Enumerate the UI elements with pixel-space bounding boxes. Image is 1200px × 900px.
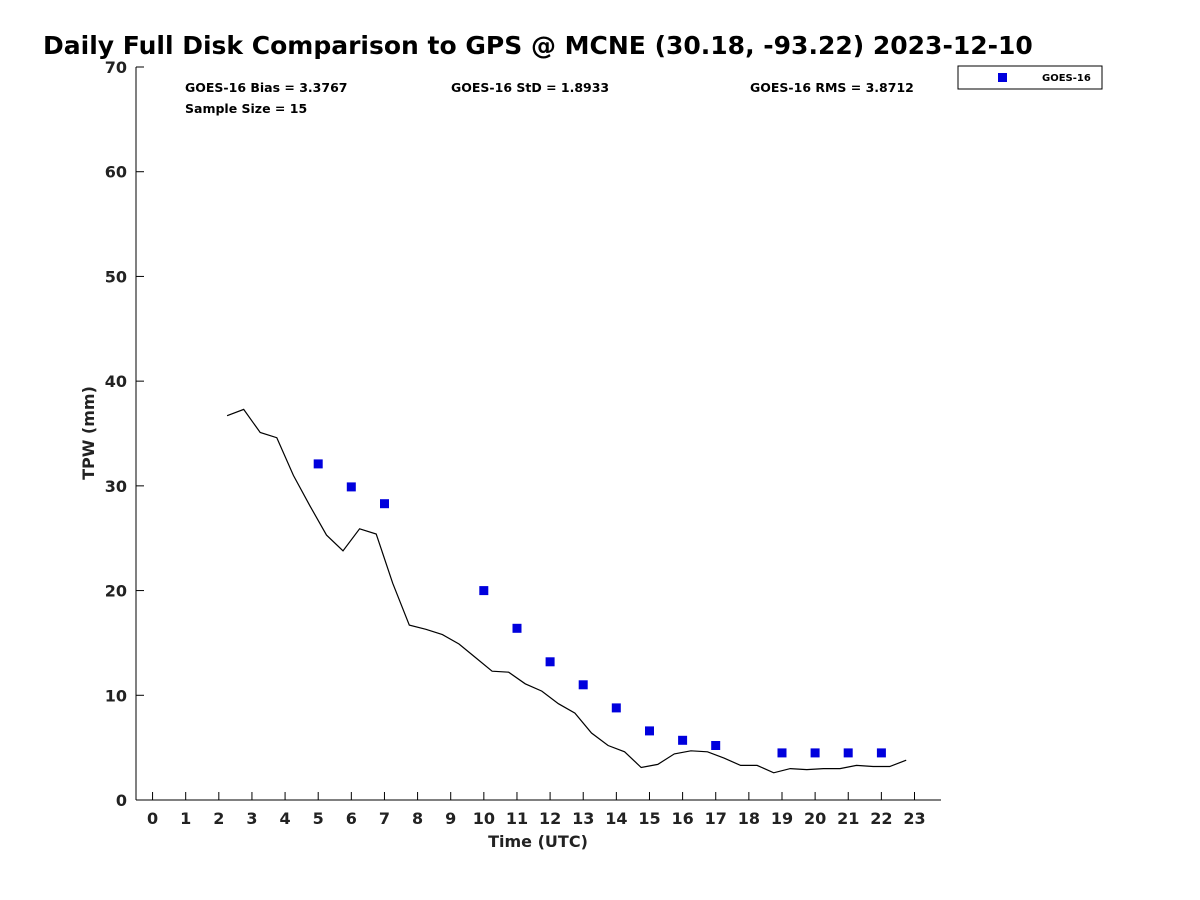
x-tick-label: 22 [870, 809, 892, 828]
x-tick-label: 4 [280, 809, 291, 828]
goes16-point [512, 623, 522, 633]
goes16-point [645, 726, 654, 736]
y-tick-label: 30 [105, 477, 127, 496]
goes16-point [479, 586, 489, 596]
x-tick-label: 7 [379, 809, 390, 828]
stat-rms: GOES-16 RMS = 3.8712 [750, 80, 914, 95]
y-tick-label: 20 [105, 582, 127, 601]
x-tick-label: 18 [738, 809, 760, 828]
x-tick-label: 16 [671, 809, 693, 828]
x-tick-label: 21 [837, 809, 859, 828]
goes16-point [611, 703, 621, 713]
chart-title: Daily Full Disk Comparison to GPS @ MCNE… [43, 31, 1033, 60]
x-tick-label: 15 [638, 809, 660, 828]
y-tick-label: 70 [105, 58, 127, 77]
gps-tpw-line [226, 408, 907, 774]
x-tick-label: 9 [445, 809, 456, 828]
goes16-point [876, 748, 886, 758]
stat-std: GOES-16 StD = 1.8933 [451, 80, 609, 95]
goes16-point [346, 482, 356, 492]
x-tick-label: 0 [147, 809, 158, 828]
stat-sample-size: Sample Size = 15 [185, 101, 307, 116]
goes16-point [578, 680, 588, 690]
legend: GOES-16 [957, 65, 1103, 90]
x-tick-label: 17 [705, 809, 727, 828]
y-ticks: 0 10 20 30 40 50 60 70 [105, 58, 144, 810]
goes16-point [777, 748, 787, 758]
x-tick-label: 2 [213, 809, 224, 828]
x-tick-label: 20 [804, 809, 826, 828]
x-tick-label: 6 [346, 809, 357, 828]
goes16-point [711, 741, 721, 750]
x-tick-label: 13 [572, 809, 594, 828]
x-tick-label: 10 [473, 809, 495, 828]
x-axis-label: Time (UTC) [488, 832, 588, 851]
stat-bias: GOES-16 Bias = 3.3767 [185, 80, 347, 95]
legend-label-goes16: GOES-16 [1042, 73, 1091, 84]
x-tick-label: 12 [539, 809, 561, 828]
y-tick-label: 60 [105, 163, 127, 182]
plot-axes [135, 67, 941, 801]
goes16-point [678, 735, 688, 745]
goes16-point [545, 657, 555, 667]
x-tick-label: 8 [412, 809, 423, 828]
legend-marker [998, 73, 1007, 82]
y-tick-label: 10 [105, 686, 127, 705]
y-tick-label: 50 [105, 267, 127, 286]
x-tick-label: 5 [313, 809, 324, 828]
goes16-point [843, 748, 853, 758]
goes16-point [810, 748, 820, 758]
gps-line-path [226, 408, 907, 774]
goes16-point [313, 459, 323, 469]
x-tick-label: 1 [180, 809, 191, 828]
x-tick-label: 14 [605, 809, 627, 828]
x-tick-label: 3 [246, 809, 257, 828]
y-tick-label: 0 [116, 791, 127, 810]
x-tick-label: 23 [903, 809, 925, 828]
x-ticks: 0 1 2 3 4 5 6 7 8 9 10 11 12 13 14 15 16 17 18 19 20 21 22 23 [147, 792, 926, 828]
y-tick-label: 40 [105, 372, 127, 391]
x-tick-label: 19 [771, 809, 793, 828]
goes16-points [313, 459, 886, 758]
legend-box [957, 65, 1103, 90]
goes16-point [380, 499, 389, 509]
y-axis-label: TPW (mm) [79, 386, 98, 480]
x-tick-label: 11 [506, 809, 528, 828]
